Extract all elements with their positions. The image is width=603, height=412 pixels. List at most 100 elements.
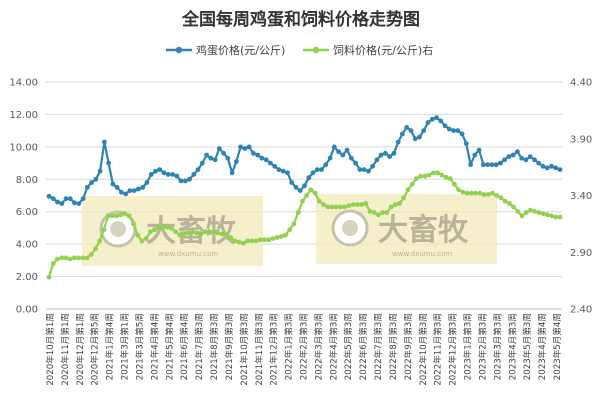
legend-egg-marker [175, 46, 183, 54]
data-point [557, 167, 563, 173]
data-point [232, 238, 238, 244]
data-point [532, 157, 537, 163]
data-point [438, 118, 444, 124]
x-tick-label: 2022年2月第3周 [298, 313, 310, 380]
data-point [255, 152, 261, 158]
data-point [383, 150, 388, 156]
x-tick-label: 2020年10月第1周 [44, 313, 56, 386]
x-tick-label: 2020年12月第1周 [74, 313, 86, 386]
data-point [376, 212, 381, 218]
legend-item-feed: 饲料价格(元/公斤)右 [303, 43, 433, 57]
watermark-2-brand: 大畜牧 [378, 213, 469, 248]
data-point [489, 162, 495, 168]
data-point [101, 227, 107, 233]
x-tick-label: 2021年8月第3周 [208, 313, 220, 380]
data-point [274, 235, 280, 240]
data-point [109, 213, 115, 219]
data-point [229, 170, 235, 176]
data-point [321, 202, 326, 208]
data-point [190, 229, 196, 235]
data-point [435, 170, 440, 176]
data-point [498, 195, 504, 201]
x-tick-label: 2023年5月第3周 [521, 313, 533, 380]
left-tick-label: 0.00 [16, 305, 38, 316]
data-point [165, 172, 171, 177]
x-tick-label: 2021年1月第4周 [104, 313, 116, 380]
x-tick-label: 2022年3月第3周 [312, 313, 324, 380]
data-point [97, 238, 103, 244]
data-point [312, 190, 318, 196]
data-point [181, 231, 187, 237]
watermark-layer: 大畜牧 www.dxumu.com 大畜牧 www.dxumu.com [82, 194, 497, 266]
x-tick-label: 2021年5月第4周 [163, 313, 175, 380]
data-point [228, 235, 234, 240]
data-point [380, 210, 385, 215]
data-point [76, 255, 81, 261]
data-point [519, 155, 525, 161]
watermark-1-logo-core [110, 221, 126, 237]
data-point [238, 144, 244, 150]
x-tick-label: 2021年12月第3周 [268, 313, 280, 386]
data-point [295, 210, 301, 215]
legend-feed-label: 饲料价格(元/公斤)右 [333, 43, 433, 57]
data-point [392, 202, 398, 208]
data-point [84, 185, 90, 190]
data-point [174, 173, 180, 179]
data-point [72, 200, 77, 206]
data-point [153, 168, 158, 174]
data-point [187, 176, 192, 182]
data-point [354, 202, 360, 208]
data-point [405, 187, 411, 193]
x-tick-label: 2023年1月第3周 [462, 313, 474, 380]
data-point [510, 152, 516, 158]
data-point [366, 168, 371, 174]
data-point [468, 162, 473, 168]
data-point [549, 163, 554, 169]
x-tick-label: 2022年5月第3周 [342, 313, 354, 380]
data-point [464, 190, 470, 196]
data-point [515, 209, 521, 214]
x-tick-label: 2021年9月第3周 [223, 313, 235, 380]
data-point [270, 236, 276, 242]
data-point [97, 168, 103, 174]
data-point [308, 187, 314, 193]
data-point [67, 256, 73, 262]
data-point [418, 173, 423, 179]
data-point [160, 224, 166, 230]
data-point [293, 185, 299, 190]
data-point [300, 198, 305, 204]
data-point [114, 185, 120, 190]
data-point [527, 154, 533, 160]
data-point [122, 211, 128, 217]
data-point [156, 224, 162, 230]
data-point [329, 204, 335, 210]
data-point [306, 175, 312, 181]
x-tick-label: 2022年8月第3周 [387, 313, 399, 380]
data-point [506, 154, 512, 160]
data-point [511, 204, 516, 210]
data-point [430, 170, 436, 176]
x-tick-label: 2021年3月第1周 [119, 313, 131, 380]
data-point [266, 237, 271, 243]
data-point [384, 210, 390, 215]
data-point [532, 209, 538, 214]
data-point [140, 185, 146, 190]
data-point [278, 234, 284, 239]
watermark-2: 大畜牧 www.dxumu.com [316, 194, 497, 264]
data-point [316, 198, 322, 204]
data-point [127, 188, 133, 194]
data-point [93, 246, 98, 252]
data-point [544, 212, 550, 218]
data-point [207, 229, 212, 235]
series-egg-price [46, 115, 563, 207]
data-point [344, 147, 350, 153]
data-point [371, 210, 377, 215]
data-point [283, 232, 288, 238]
data-point [523, 210, 529, 215]
data-point [114, 213, 119, 219]
left-tick-label: 14.00 [9, 78, 38, 89]
data-point [363, 201, 369, 206]
data-point [472, 152, 478, 158]
data-point [170, 172, 175, 177]
data-point [55, 256, 60, 262]
